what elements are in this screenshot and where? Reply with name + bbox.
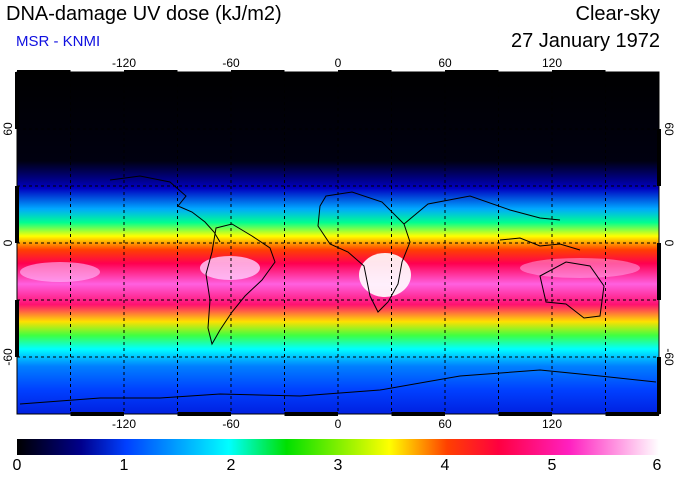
- lon-tick-bottom: -60: [222, 417, 240, 431]
- data-source-label: MSR - KNMI: [16, 33, 101, 50]
- coastlines: [19, 175, 657, 405]
- lat-tick-right: 60: [662, 122, 676, 136]
- lon-tick-top: 60: [438, 56, 452, 70]
- africa-coast: [317, 191, 411, 313]
- colorbar-label: 1: [119, 457, 129, 474]
- graticule: [17, 72, 659, 414]
- high-dose-pacific: [20, 262, 100, 282]
- colorbar-label: 2: [226, 457, 236, 474]
- colorbar-label: 0: [12, 457, 22, 474]
- lat-tick-left: 60: [1, 122, 15, 136]
- lon-tick-top: -120: [112, 56, 136, 70]
- colorbar-label: 3: [333, 457, 343, 474]
- frame-ticks: [15, 70, 661, 416]
- maritime-continent-coast: [499, 237, 581, 251]
- lat-tick-left: 0: [1, 239, 15, 246]
- lon-tick-bottom: 0: [335, 417, 342, 431]
- australia-coast: [539, 261, 605, 319]
- south-america-coast: [205, 223, 276, 346]
- colorbar-label: 5: [547, 457, 557, 474]
- high-dose-indian-ocean: [520, 258, 640, 278]
- high-dose-south-america: [200, 256, 260, 280]
- lat-tick-right: 0: [662, 240, 676, 247]
- colorbar-label: 6: [652, 457, 662, 474]
- lon-tick-top: 120: [542, 56, 562, 70]
- lat-tick-right: -60: [662, 348, 676, 366]
- lon-tick-bottom: -120: [112, 417, 136, 431]
- lon-tick-bottom: 120: [542, 417, 562, 431]
- colorbar-label: 4: [440, 457, 450, 474]
- dose-field: [17, 72, 659, 414]
- antarctica-coast: [19, 369, 657, 405]
- map-title: DNA-damage UV dose (kJ/m2): [6, 3, 282, 25]
- sky-condition-label: Clear-sky: [575, 3, 660, 25]
- date-label: 27 January 1972: [510, 30, 660, 52]
- high-dose-africa: [359, 253, 411, 297]
- lat-tick-left: -60: [1, 348, 15, 366]
- lon-tick-top: 0: [335, 56, 342, 70]
- lon-tick-bottom: 60: [438, 417, 452, 431]
- colorbar: [17, 439, 659, 455]
- lon-tick-top: -60: [222, 56, 240, 70]
- asia-coast: [403, 195, 561, 225]
